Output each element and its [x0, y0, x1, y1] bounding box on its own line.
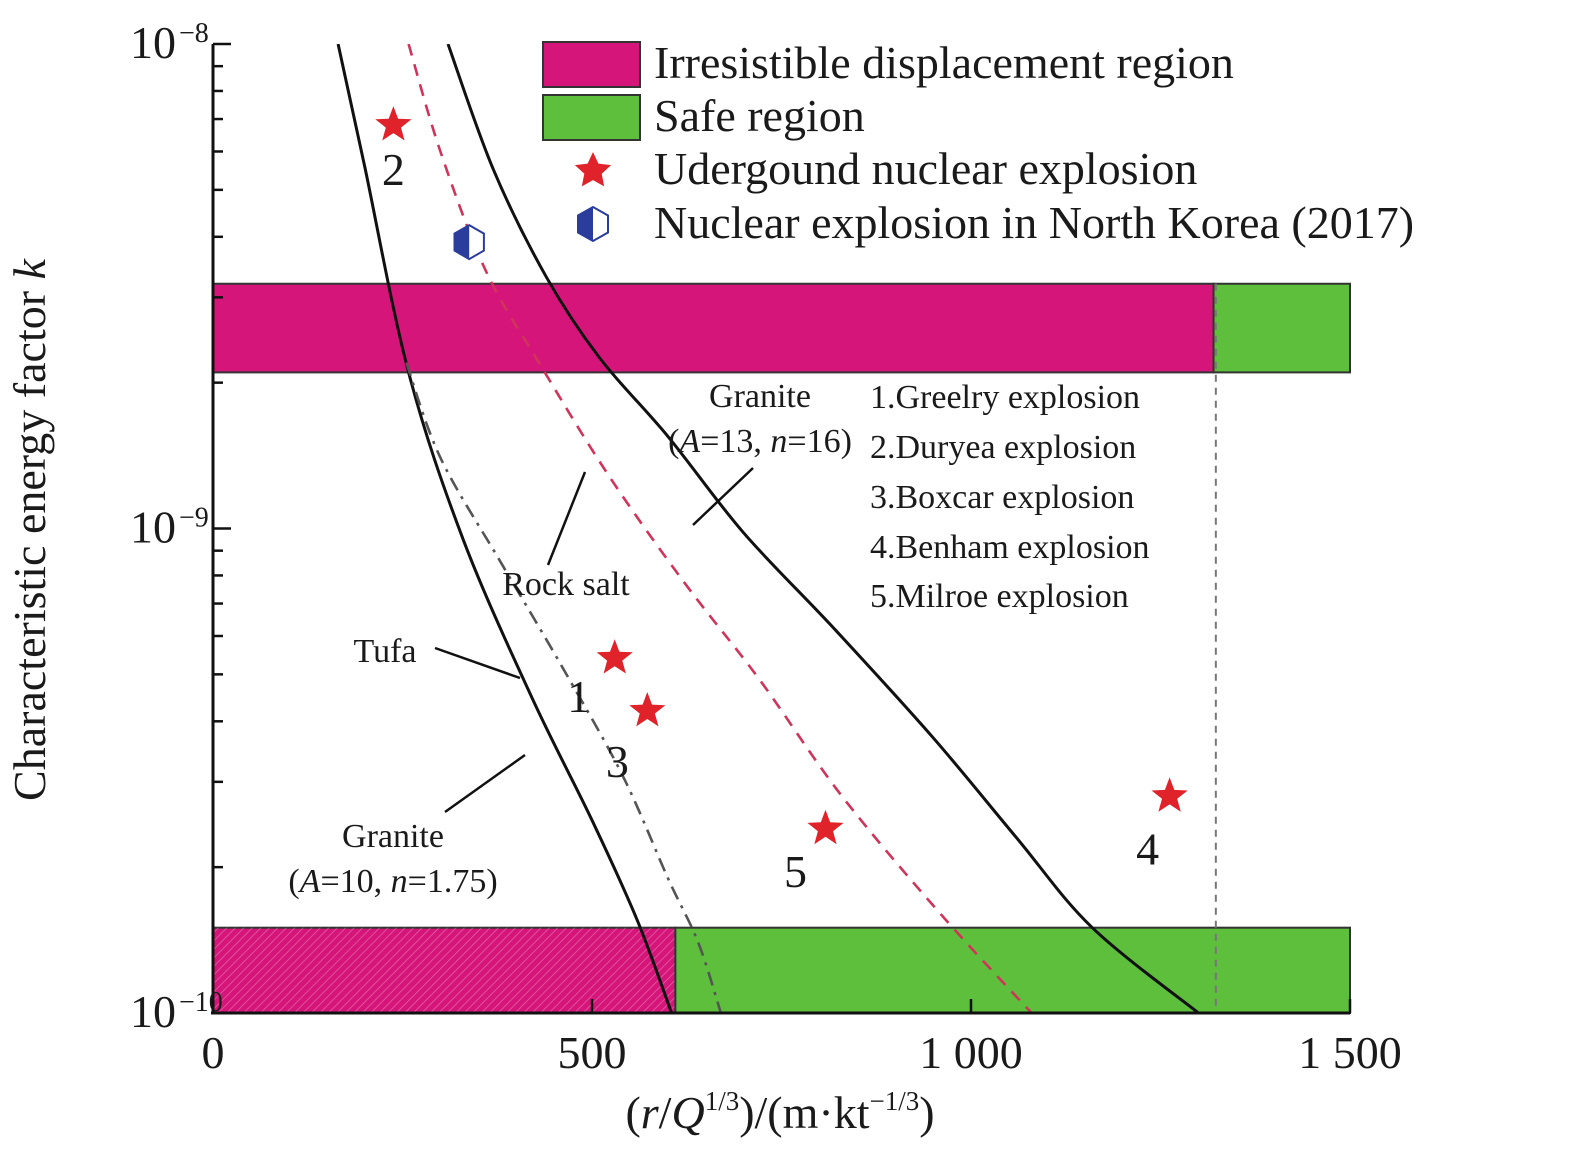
x-tick-label: 1 000: [919, 1027, 1023, 1078]
legend: Irresistible displacement region Safe re…: [542, 37, 1414, 248]
safe-region: [674, 926, 1351, 1014]
y-axis-label: Characteristic energy factor k: [4, 257, 55, 801]
granite-13-name: Granite: [709, 378, 811, 415]
x-ticks: 0 500 1 000 1 500: [202, 999, 1402, 1078]
legend-hexagon-icon: [577, 205, 609, 243]
legend-swatch-irresistible: [542, 41, 641, 88]
y-tick-exponent: −10: [179, 987, 223, 1018]
explosion-star-icon: [1151, 777, 1188, 812]
explosion-list-item: 2.Duryea explosion: [870, 429, 1136, 466]
curve-annotations: Granite (A=13, n=16) Rock salt Tufa Gran…: [288, 378, 852, 900]
legend-label: Nuclear explosion in North Korea (2017): [654, 197, 1414, 248]
curve-granite-10: [336, 44, 674, 1014]
explosion-star-icon: [596, 639, 633, 674]
explosion-list-item: 3.Boxcar explosion: [870, 479, 1134, 516]
legend-label: Udergound nuclear explosion: [654, 143, 1197, 194]
y-tick-label: 10: [130, 502, 176, 553]
curve-tufa: [405, 362, 723, 1014]
granite-13-leader: [692, 467, 754, 526]
tufa-leader: [434, 646, 521, 680]
explosion-number-label: 4: [1136, 823, 1159, 874]
x-tick-label: 500: [558, 1027, 627, 1078]
granite-10-name: Granite: [342, 818, 444, 855]
rock-salt-leader: [546, 471, 587, 566]
legend-label: Irresistible displacement region: [654, 37, 1234, 88]
legend-star-icon: [574, 152, 612, 187]
y-tick-exponent: −9: [179, 503, 209, 534]
explosion-number-label: 5: [784, 846, 807, 897]
irresistible-region: [212, 282, 1215, 374]
granite-10-leader: [444, 753, 526, 814]
explosion-number-label: 2: [382, 144, 405, 195]
explosion-list-item: 5.Milroe explosion: [870, 578, 1129, 615]
y-tick-label: 10: [130, 17, 176, 68]
explosion-number-label: 1: [567, 671, 590, 722]
y-tick-exponent: −8: [179, 18, 209, 49]
granite-10-params: (A=10, n=1.75): [288, 863, 497, 900]
legend-label: Safe region: [654, 90, 865, 141]
regions-layer: [212, 282, 1352, 1014]
explosion-list-item: 4.Benham explosion: [870, 529, 1150, 566]
explosion-star-icon: [807, 809, 844, 845]
explosion-star-icon: [629, 692, 666, 727]
explosion-star-icon: [375, 106, 412, 141]
rock-salt-label: Rock salt: [502, 566, 630, 603]
x-tick-label: 0: [202, 1027, 225, 1078]
y-tick-label: 10: [130, 986, 176, 1037]
explosion-list: 1.Greelry explosion 2.Duryea explosion 3…: [870, 379, 1150, 615]
x-tick-label: 1 500: [1298, 1027, 1402, 1078]
explosion-number-label: 3: [606, 736, 629, 787]
granite-13-params: (A=13, n=16): [668, 423, 852, 460]
safe-region: [1212, 282, 1352, 374]
legend-swatch-safe: [542, 94, 641, 141]
explosion-list-item: 1.Greelry explosion: [870, 379, 1140, 416]
markers-layer: 1 2 3 4 5: [375, 106, 1188, 897]
irresistible-region-hatch: [213, 927, 676, 1013]
tufa-label: Tufa: [354, 633, 417, 670]
curve-granite-13: [446, 44, 1200, 1014]
x-axis-label: (r/Q1/3)/(m·kt−1/3): [625, 1086, 934, 1138]
curves-layer: [336, 44, 1200, 1014]
north-korea-hexagon-fill: [454, 225, 470, 260]
